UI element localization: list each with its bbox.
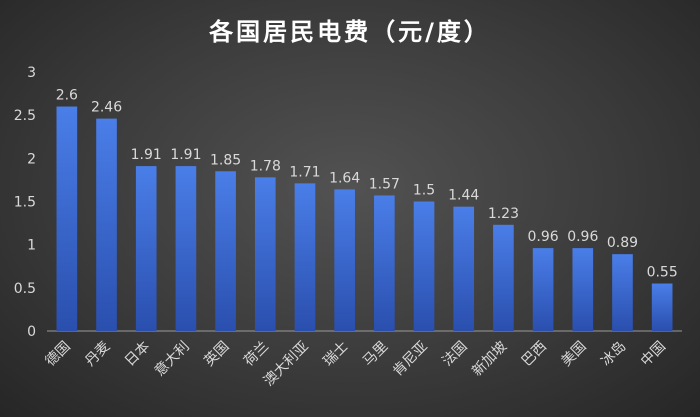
data-label: 1.5 [413,183,435,199]
x-tick-label: 法国 [439,339,470,370]
x-tick-label: 新加坡 [469,339,510,380]
bar [374,195,395,331]
data-label: 0.55 [647,265,678,281]
y-tick-label: 1.5 [14,195,36,211]
bar [572,248,594,331]
x-tick-label: 丹麦 [82,339,113,370]
x-tick-label: 澳大利亚 [261,339,312,390]
bar [493,224,514,331]
y-tick-label: 0.5 [14,281,36,297]
bar [651,283,673,331]
data-label: 2.46 [91,100,122,116]
bar [334,189,355,331]
data-label: 0.96 [528,229,559,245]
x-tick-label: 瑞士 [320,339,351,370]
bar [254,177,276,331]
data-label: 1.23 [488,206,519,222]
y-tick-label: 3 [27,65,36,81]
data-label: 0.96 [567,229,598,245]
x-tick-label: 马里 [360,339,391,370]
x-tick-label: 意大利 [151,338,193,380]
chart-title: 各国居民电费（元/度） [209,18,491,46]
bar [175,166,197,331]
bar [612,254,633,331]
data-label: 1.91 [131,147,162,163]
y-tick-label: 0 [27,324,36,340]
bar [215,171,236,331]
x-tick-label: 巴西 [519,339,550,370]
y-tick-label: 2.5 [14,108,36,124]
data-label: 1.91 [170,147,201,163]
y-tick-label: 2 [27,151,36,167]
y-tick-label: 1 [27,238,36,254]
x-tick-label: 肯尼亚 [390,339,431,380]
bar [56,106,78,332]
bar [532,248,554,331]
bar [96,118,117,332]
data-label: 1.78 [250,158,281,174]
x-tick-label: 荷兰 [241,339,272,370]
data-label: 1.71 [289,164,320,180]
x-tick-label: 英国 [201,338,233,370]
data-label: 1.44 [448,188,479,204]
x-tick-label: 日本 [122,339,153,370]
bar [413,201,435,331]
data-label: 1.85 [210,152,241,168]
bar [453,206,475,331]
data-label: 0.89 [607,235,638,251]
bar [135,166,157,331]
x-tick-label: 美国 [558,339,589,370]
x-tick-label: 中国 [638,339,669,370]
data-label: 1.57 [369,176,400,192]
x-tick-label: 冰岛 [598,339,629,370]
x-tick-label: 德国 [43,339,74,370]
bar [294,183,316,331]
data-label: 2.6 [56,88,78,104]
data-label: 1.64 [329,170,360,186]
